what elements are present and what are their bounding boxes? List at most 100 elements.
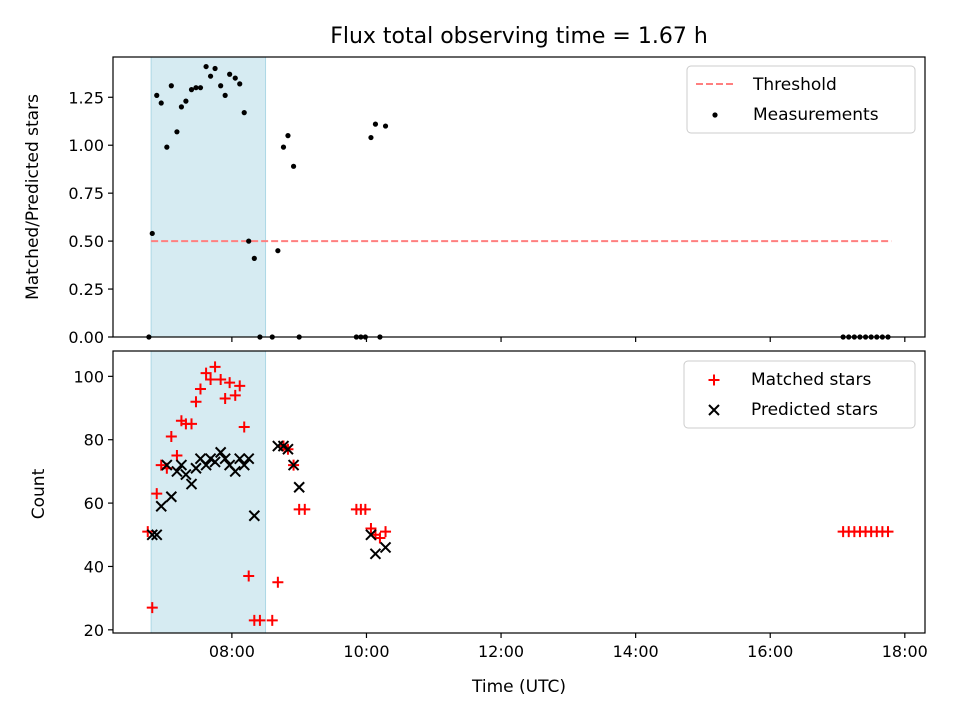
- predicted-star-point: [200, 459, 212, 471]
- matched-star-point: [374, 532, 386, 544]
- measurement-point: [193, 85, 199, 91]
- x-tick-label: 08:00: [209, 642, 255, 661]
- matched-star-point: [186, 418, 198, 430]
- measurement-point: [183, 98, 189, 104]
- x-tick-label: 12:00: [478, 642, 524, 661]
- measurement-point: [174, 129, 180, 135]
- measurement-point: [168, 83, 174, 89]
- predicted-star-point: [146, 529, 158, 541]
- matched-star-point: [299, 503, 311, 515]
- measurement-point: [290, 163, 297, 169]
- legend-matched-swatch: [708, 374, 720, 386]
- measurement-point: [232, 75, 238, 81]
- matched-star-point: [194, 383, 206, 395]
- predicted-star-point: [219, 453, 231, 465]
- predicted-star-point: [282, 443, 294, 455]
- matched-star-point: [219, 393, 231, 405]
- matched-star-point: [151, 488, 163, 500]
- legend-threshold-label: Threshold: [752, 75, 837, 95]
- measurement-point: [158, 100, 164, 106]
- measurement-point: [382, 123, 389, 129]
- predicted-star-point: [248, 510, 261, 522]
- predicted-star-point: [165, 491, 178, 503]
- measurement-point: [154, 92, 160, 98]
- top-axes-frame: [112, 56, 926, 338]
- chart-title: Flux total observing time = 1.67 h: [330, 24, 708, 49]
- matched-star-point: [238, 421, 250, 433]
- x-tick-label: 14:00: [613, 642, 659, 661]
- bottom-axes-frame: [112, 350, 926, 634]
- matched-star-point: [882, 526, 894, 538]
- predicted-star-point: [365, 529, 377, 541]
- predicted-star-point: [180, 468, 192, 481]
- matched-star-point: [266, 614, 278, 626]
- predicted-star-point: [151, 529, 163, 541]
- matched-star-point: [146, 602, 158, 614]
- predicted-star-point: [161, 459, 173, 471]
- x-tick-label: 16:00: [747, 642, 793, 661]
- bottom-y-tick-label: 40: [84, 557, 104, 576]
- matched-star-point: [209, 361, 221, 373]
- predicted-star-point: [287, 459, 300, 471]
- predicted-star-point: [238, 459, 250, 471]
- measurement-point: [188, 87, 195, 93]
- matched-star-point: [215, 374, 227, 386]
- matched-star-point: [155, 459, 167, 471]
- predicted-star-point: [229, 465, 241, 478]
- predicted-star-point: [214, 446, 227, 459]
- bottom-observing-span: [150, 350, 267, 634]
- top-y-tick-label: 1.25: [68, 88, 104, 107]
- legend-measurements-label: Measurements: [753, 105, 879, 125]
- predicted-star-point: [242, 453, 255, 465]
- measurement-point: [222, 92, 228, 98]
- x-axis-label: Time (UTC): [471, 677, 566, 697]
- measurement-point: [207, 73, 214, 79]
- matched-star-point: [190, 396, 202, 408]
- matched-star-point: [359, 503, 371, 515]
- predicted-star-point: [209, 456, 221, 468]
- measurement-point: [149, 230, 155, 237]
- predicted-star-point: [175, 459, 188, 471]
- bottom-panel: 20 40 60 80 100 08:00 10:00 12:00 14:00 16:00 18:0…: [73, 350, 928, 661]
- bottom-y-tick-label: 60: [84, 494, 104, 513]
- matched-star-point: [165, 431, 177, 443]
- measurement-point: [241, 110, 247, 116]
- legend-measurement-swatch: [712, 112, 718, 118]
- top-y-tick-label: 1.00: [68, 136, 104, 155]
- measurement-point: [178, 104, 185, 110]
- matched-star-point: [200, 367, 212, 379]
- bottom-y-tick-label: 100: [73, 367, 104, 386]
- measurement-point: [212, 65, 218, 72]
- matched-star-point: [229, 389, 241, 401]
- predicted-star-point: [379, 541, 392, 554]
- predicted-star-point: [171, 465, 183, 478]
- top-y-tick-label: 0.75: [68, 184, 104, 203]
- matched-star-point: [365, 522, 377, 534]
- top-y-tick-label: 0.25: [68, 280, 104, 299]
- measurement-point: [227, 71, 233, 77]
- predicted-star-point: [293, 481, 305, 493]
- bottom-y-axis-label: Count: [29, 468, 49, 519]
- measurement-point: [368, 134, 374, 141]
- matched-star-point: [171, 450, 183, 462]
- legend-box: [686, 65, 916, 134]
- measurement-point: [275, 248, 281, 254]
- legend-matched-label: Matched stars: [751, 370, 871, 390]
- measurement-point: [285, 133, 291, 139]
- top-y-tick-label: 0.00: [68, 328, 104, 347]
- predicted-star-point: [234, 453, 246, 465]
- predicted-star-point: [155, 500, 167, 512]
- measurement-point: [218, 83, 224, 89]
- measurement-point: [280, 144, 287, 150]
- matched-star-point: [234, 380, 246, 392]
- measurement-point: [246, 238, 252, 244]
- measurement-point: [164, 144, 170, 150]
- predicted-star-point: [185, 478, 198, 490]
- top-y-tick-label: 0.50: [68, 232, 104, 251]
- matched-star-point: [380, 526, 392, 538]
- predicted-star-point: [190, 462, 202, 474]
- predicted-star-point: [369, 548, 382, 560]
- top-legend: Threshold Measurements: [686, 65, 916, 134]
- top-y-axis-label: Matched/Predicted stars: [23, 94, 43, 300]
